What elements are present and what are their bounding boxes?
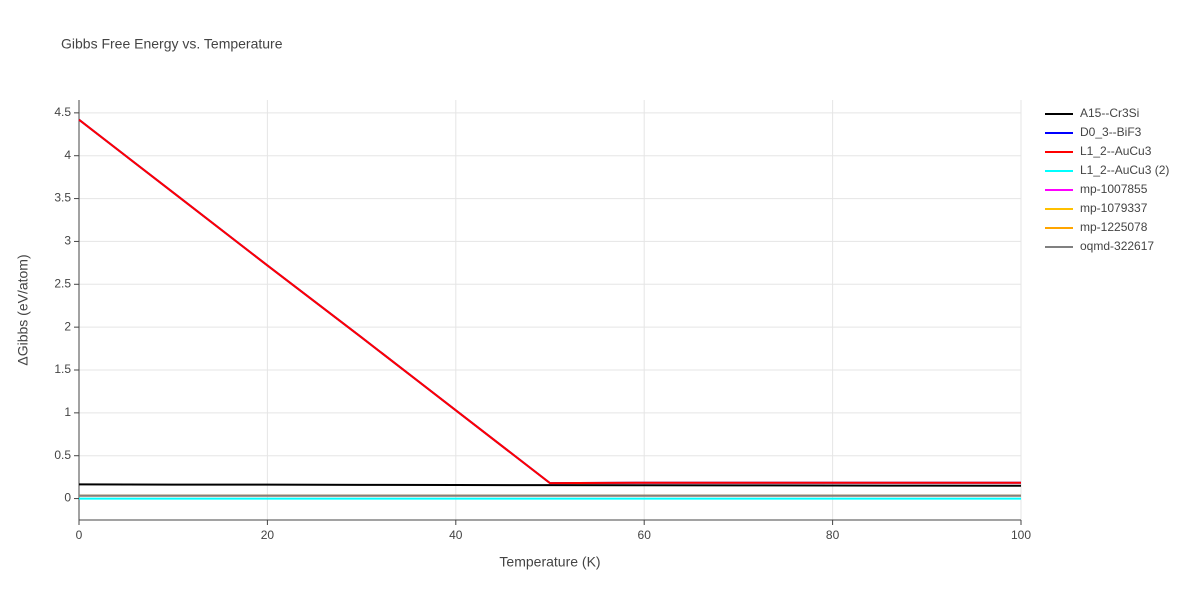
- x-axis-label: Temperature (K): [499, 554, 600, 570]
- x-tick-label: 60: [638, 528, 652, 542]
- y-tick-label: 4.5: [54, 105, 71, 119]
- x-tick-label: 40: [449, 528, 463, 542]
- legend-label: mp-1079337: [1080, 201, 1148, 215]
- legend-label: L1_2--AuCu3: [1080, 144, 1152, 158]
- y-axis-label: ΔGibbs (eV/atom): [15, 254, 31, 365]
- series-line: [78, 118, 1021, 485]
- x-tick-label: 80: [826, 528, 840, 542]
- legend-label: D0_3--BiF3: [1080, 125, 1142, 139]
- y-tick-label: 3: [64, 234, 71, 248]
- y-tick-label: 4: [64, 148, 71, 162]
- y-tick-label: 1.5: [54, 362, 71, 376]
- legend-label: mp-1225078: [1080, 220, 1148, 234]
- y-tick-label: 3.5: [54, 191, 71, 205]
- legend-label: oqmd-322617: [1080, 239, 1154, 253]
- y-tick-label: 0.5: [54, 448, 71, 462]
- series-line: [78, 118, 1021, 485]
- x-tick-label: 100: [1011, 528, 1031, 542]
- y-tick-label: 2: [64, 319, 71, 333]
- y-tick-label: 1: [64, 405, 71, 419]
- legend-label: L1_2--AuCu3 (2): [1080, 163, 1169, 177]
- y-tick-label: 0: [64, 491, 71, 505]
- x-tick-label: 0: [76, 528, 83, 542]
- legend-label: mp-1007855: [1080, 182, 1148, 196]
- y-tick-label: 2.5: [54, 276, 71, 290]
- series-line: [78, 483, 1022, 487]
- x-tick-label: 20: [261, 528, 275, 542]
- legend-label: A15--Cr3Si: [1080, 106, 1139, 120]
- chart-title: Gibbs Free Energy vs. Temperature: [61, 36, 283, 52]
